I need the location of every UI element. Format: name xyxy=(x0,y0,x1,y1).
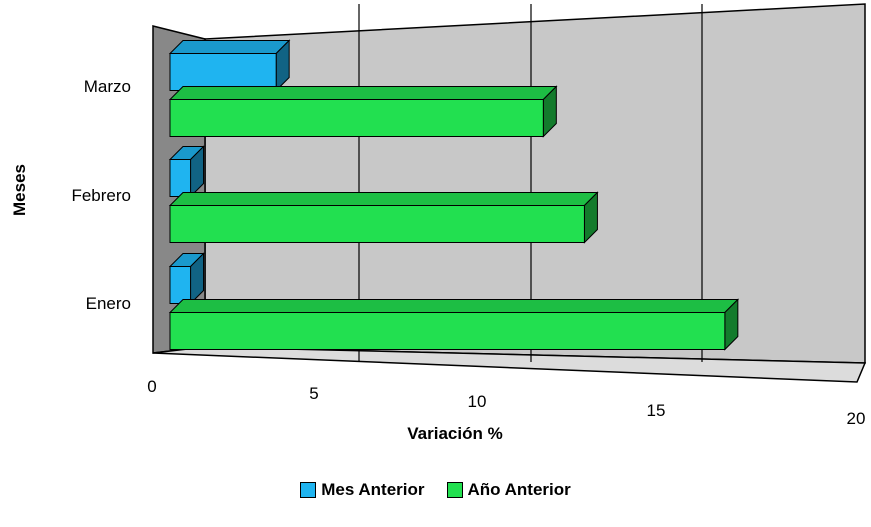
bar-top-ano-anterior-febrero xyxy=(168,192,599,206)
bar-front-mes-anterior-enero xyxy=(169,266,192,304)
bar-top-mes-anterior-marzo xyxy=(168,40,291,54)
bar-ano-anterior-febrero xyxy=(168,191,599,244)
x-tick-label-0: 0 xyxy=(147,377,156,396)
x-axis-title: Variación % xyxy=(407,424,502,443)
legend-item-mes-anterior: Mes Anterior xyxy=(300,480,425,500)
x-tick-label-15: 15 xyxy=(647,401,666,420)
bar-ano-anterior-enero xyxy=(168,298,740,351)
legend-item-ano-anterior: Año Anterior xyxy=(446,480,571,500)
legend: Mes Anterior Año Anterior xyxy=(0,480,871,500)
bar-front-ano-anterior-enero xyxy=(169,312,726,350)
legend-swatch-mes-anterior xyxy=(300,482,317,498)
legend-swatch-ano-anterior xyxy=(446,482,463,498)
x-tick-label-20: 20 xyxy=(847,409,866,428)
bar-front-ano-anterior-febrero xyxy=(169,205,585,243)
bar-front-ano-anterior-marzo xyxy=(169,99,544,137)
x-tick-label-10: 10 xyxy=(468,392,487,411)
y-tick-labels: Enero Febrero Marzo xyxy=(71,77,131,313)
x-tick-labels: 0 5 10 15 20 xyxy=(147,377,865,428)
y-tick-label-marzo: Marzo xyxy=(84,77,131,96)
bar-front-mes-anterior-febrero xyxy=(169,159,192,197)
bar-top-ano-anterior-marzo xyxy=(168,86,558,100)
bar-ano-anterior-marzo xyxy=(168,85,558,138)
bar-mes-anterior-enero xyxy=(168,252,205,305)
y-tick-label-febrero: Febrero xyxy=(71,186,131,205)
y-tick-label-enero: Enero xyxy=(86,294,131,313)
bar-top-ano-anterior-enero xyxy=(168,299,740,313)
y-axis-title: Meses xyxy=(10,164,29,216)
legend-label-ano-anterior: Año Anterior xyxy=(467,480,571,499)
bar-front-mes-anterior-marzo xyxy=(169,53,277,91)
x-tick-label-5: 5 xyxy=(309,384,318,403)
bar-mes-anterior-febrero xyxy=(168,145,205,198)
bar-mes-anterior-marzo xyxy=(168,39,291,92)
bars xyxy=(168,39,740,351)
legend-label-mes-anterior: Mes Anterior xyxy=(321,480,425,499)
